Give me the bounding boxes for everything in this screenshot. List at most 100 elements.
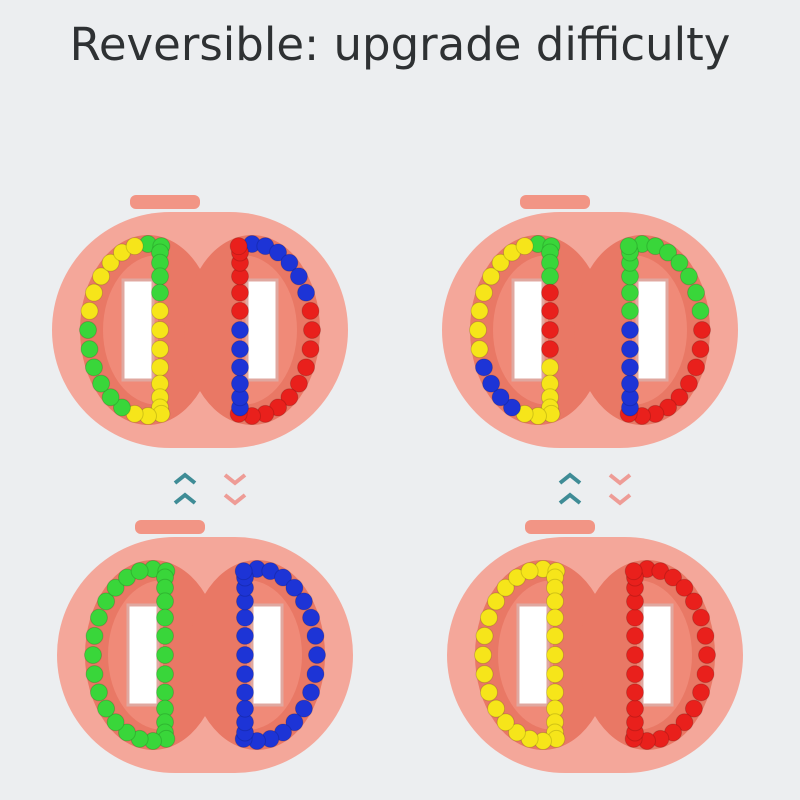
bead-blue [306,665,325,684]
bead-red [297,358,316,377]
bead-green [84,646,102,664]
window [126,603,160,707]
bead-green [85,665,104,684]
bead-red [231,301,249,320]
bead-red [626,699,644,718]
puzzle-top-right [442,195,738,448]
bead-green [621,283,639,302]
bead-red [301,301,320,320]
bead-blue [474,358,493,377]
bead-yellow [546,626,564,645]
bead-yellow [487,699,506,718]
bead-green [156,646,174,664]
window [250,603,284,707]
bead-red [626,646,644,664]
bead-red [684,699,703,718]
bead-blue [302,608,321,627]
bead-yellow [491,253,510,272]
bead-red [684,592,703,611]
bead-red [675,578,694,597]
bead-blue [302,683,321,702]
bead-green [130,562,149,581]
arrow-up-icon [173,492,197,505]
bead-yellow [470,340,489,359]
bead-blue [502,398,521,417]
bead-red [541,340,559,359]
bead-yellow [520,562,539,581]
bead-green [670,253,689,272]
bead-blue [621,340,639,359]
puzzle-bottom-left [57,520,353,773]
bead-red [698,646,716,664]
bead-blue [621,374,639,393]
bead-green [85,626,104,645]
bead-red [626,665,644,684]
bead-red [693,321,711,339]
bead-blue [234,562,253,581]
bead-yellow [92,267,111,286]
window [245,278,279,382]
bead-red [696,626,715,645]
bead-blue [294,592,313,611]
bead-yellow [507,723,526,742]
bead-blue [231,340,249,359]
bead-blue [280,253,299,272]
arrow-down-icon [608,493,632,506]
bead-red [679,374,698,393]
bead-red [541,321,559,339]
window [511,278,545,382]
bead-yellow [125,237,144,256]
bead-green [112,398,131,417]
bead-green [156,592,174,611]
bead-red [692,683,711,702]
bead-green [80,340,99,359]
bead-yellow [80,301,99,320]
bead-blue [236,683,254,702]
bead-red [624,562,643,581]
bead-red [231,283,249,302]
bead-blue [231,321,249,339]
grip [130,195,200,209]
bead-yellow [479,683,498,702]
bead-red [289,374,308,393]
bead-yellow [546,592,564,611]
bead-yellow [496,578,515,597]
bead-red [626,608,644,627]
bead-red [229,237,248,256]
bead-blue [289,267,308,286]
bead-red [280,388,299,407]
bead-yellow [84,283,103,302]
bead-green [687,283,706,302]
bead-red [303,321,321,339]
bead-blue [274,568,293,587]
bead-blue [285,713,304,732]
bead-green [89,683,108,702]
bead-red [541,283,559,302]
bead-blue [231,358,249,377]
bead-yellow [482,267,501,286]
bead-green [156,626,174,645]
puzzle-bottom-right [447,520,743,773]
bead-blue [269,243,288,262]
bead-blue [621,321,639,339]
bead-yellow [151,301,169,320]
bead-yellow [546,665,564,684]
bead-red [692,608,711,627]
bead-yellow [479,608,498,627]
bead-green [691,301,710,320]
bead-red [664,568,683,587]
grip [520,195,590,209]
bead-green [92,374,111,393]
bead-blue [621,358,639,377]
bead-yellow [541,358,559,377]
bead-yellow [496,713,515,732]
bead-blue [491,388,510,407]
bead-red [541,301,559,320]
bead-blue [236,626,254,645]
bead-yellow [474,283,493,302]
bead-green [106,578,125,597]
bead-blue [231,374,249,393]
bead-green [84,358,103,377]
arrow-up-icon [558,472,582,485]
bead-green [106,713,125,732]
